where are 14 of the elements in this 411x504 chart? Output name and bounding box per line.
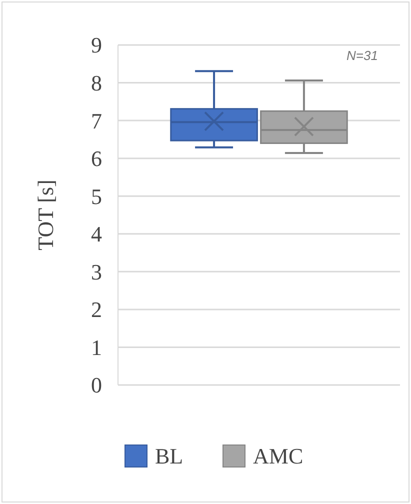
y-axis-title: TOT [s] [33, 180, 58, 250]
y-tick-label: 8 [91, 70, 102, 96]
annotation: N=31 [346, 48, 378, 63]
y-tick-label: 1 [91, 334, 102, 360]
legend-label: AMC [253, 444, 304, 469]
legend-label: BL [155, 444, 184, 469]
y-tick-label: 3 [91, 259, 102, 284]
y-tick-label: 4 [91, 222, 102, 247]
y-tick-label: 9 [91, 32, 102, 58]
y-tick-label: 0 [91, 372, 102, 398]
y-tick-label: 2 [91, 297, 102, 322]
y-tick-label: 7 [91, 108, 102, 134]
y-tick-label: 5 [91, 184, 102, 209]
y-tick-label: 6 [91, 146, 102, 172]
